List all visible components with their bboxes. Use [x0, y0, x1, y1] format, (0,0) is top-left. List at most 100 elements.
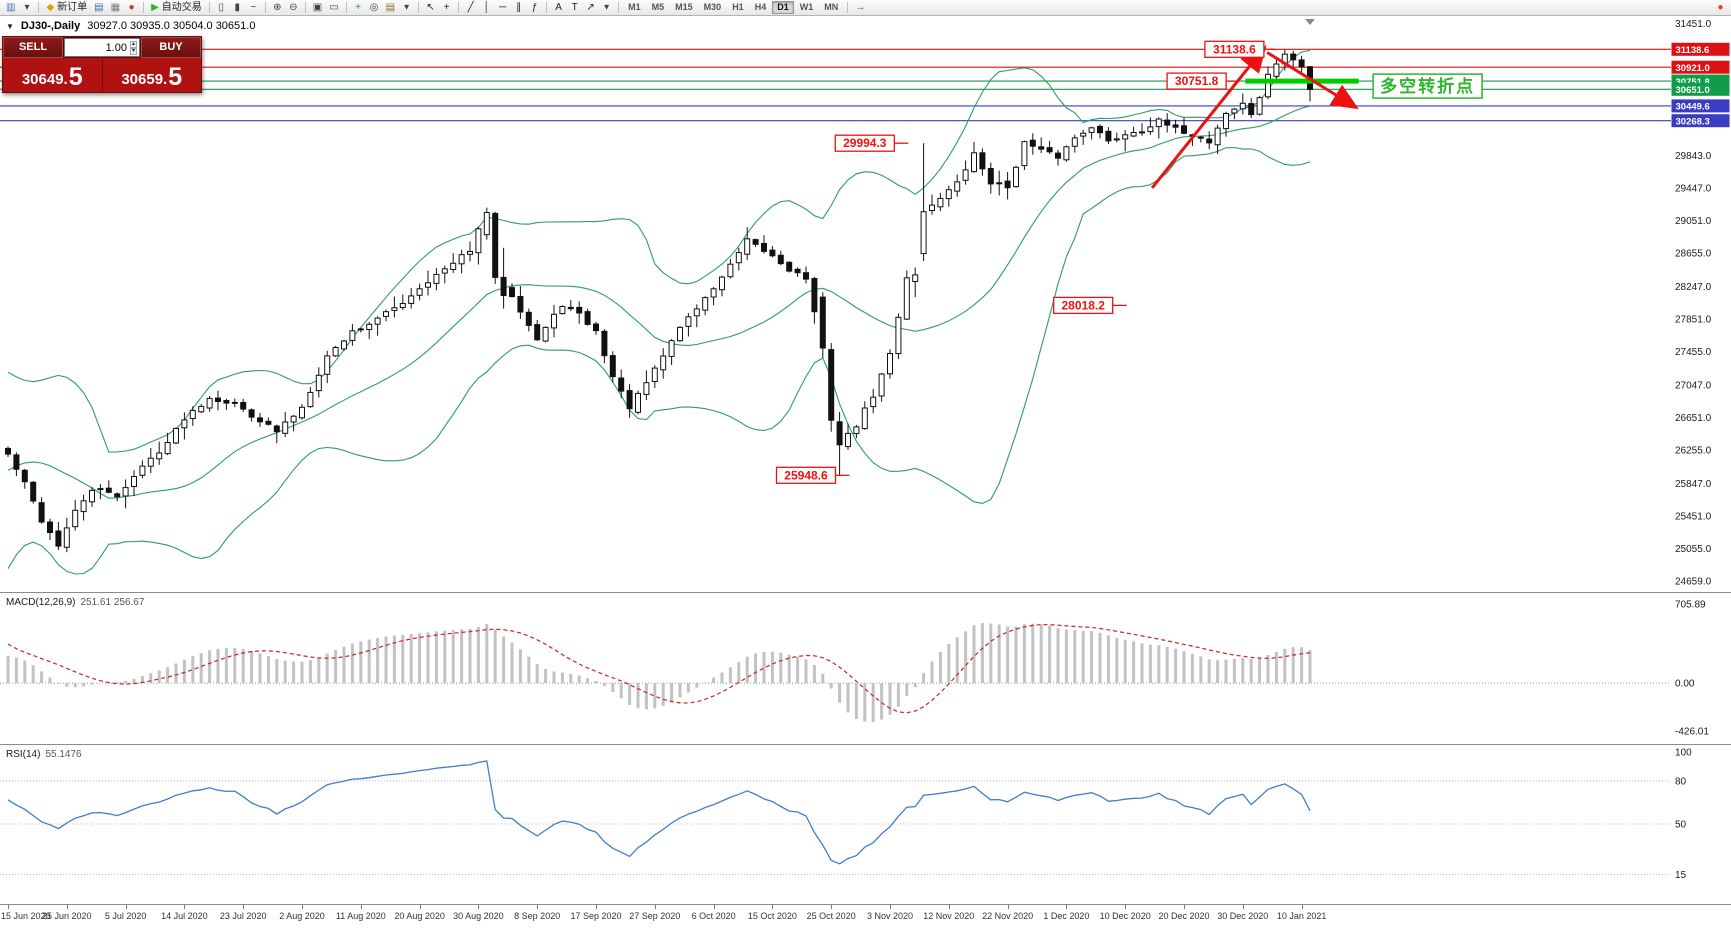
time-tick — [419, 905, 421, 909]
cursor-icon[interactable]: ↖ — [423, 1, 438, 15]
trendline-icon[interactable]: ╱ — [463, 1, 478, 15]
candle — [693, 304, 700, 328]
chart-shift-icon[interactable]: → — [852, 1, 868, 15]
horizontal-line-icon[interactable]: ─ — [495, 1, 510, 15]
templates-icon[interactable]: ▤ — [383, 1, 398, 15]
bar-chart-mode-icon[interactable]: ▯ — [214, 1, 229, 15]
time-label: 6 Oct 2020 — [691, 911, 736, 921]
timeframe-m1-button[interactable]: M1 — [623, 1, 646, 14]
indicators-add-icon[interactable]: + — [351, 1, 366, 15]
price-annotation-box[interactable] — [775, 466, 837, 484]
candlestick-mode-icon[interactable]: ▮ — [230, 1, 245, 15]
one-click-trading-panel: SELL 1.00 ▴ ▾ BUY 30649. 5 30659. 5 — [2, 36, 202, 93]
candle — [727, 259, 734, 279]
candle — [929, 194, 935, 215]
sell-button[interactable]: SELL — [3, 37, 63, 58]
trend-arrow[interactable] — [1266, 51, 1359, 110]
price-annotation-box[interactable] — [1053, 296, 1114, 315]
trend-arrow[interactable] — [1150, 45, 1267, 189]
candle — [458, 249, 465, 274]
arrows-dropdown-icon[interactable]: ▾ — [599, 1, 614, 15]
vertical-line-icon-glyph: │ — [483, 1, 490, 13]
candle — [1290, 50, 1297, 68]
candle — [1155, 117, 1162, 139]
candle — [559, 305, 566, 315]
timeframe-m15-button[interactable]: M15 — [670, 1, 698, 14]
fibonacci-icon[interactable]: ƒ — [527, 1, 542, 15]
note-box[interactable] — [1372, 73, 1483, 99]
time-label: 25 Jun 2020 — [42, 911, 92, 921]
volume-input[interactable]: 1.00 ▴ ▾ — [64, 38, 140, 57]
time-label: 30 Aug 2020 — [453, 911, 504, 921]
toolbar-separator — [264, 2, 266, 13]
candle — [450, 253, 457, 273]
chart-shift-icon-glyph: → — [855, 1, 866, 13]
text-label-icon[interactable]: T — [567, 1, 582, 15]
candle — [895, 313, 902, 360]
arrows-icon[interactable]: ↗ — [583, 1, 598, 15]
price-axis[interactable]: 31451.0 29843.0 29447.0 29051.0 28655.0 28247… — [1671, 19, 1730, 588]
buy-price-display[interactable]: 30659. 5 — [101, 58, 202, 92]
chart-list-dropdown-icon[interactable]: ▾ — [19, 1, 34, 15]
periods-icon[interactable]: ◎ — [367, 1, 382, 15]
volume-increase-icon[interactable]: ▴ — [129, 40, 137, 48]
sell-price-display[interactable]: 30649. 5 — [3, 58, 102, 92]
timeframe-mn-button[interactable]: MN — [819, 1, 843, 14]
chart-annotations[interactable]: 31138.6 30751.8 29994.3 28018.2 25948.6 多空转折点 — [775, 40, 1483, 484]
crosshair-icon[interactable]: + — [439, 1, 454, 15]
toolbar-separator — [38, 2, 40, 13]
price-annotation-box[interactable] — [1166, 72, 1227, 90]
autotrading-button[interactable]: ▶ 自动交易 — [148, 1, 205, 15]
price-tag-label: 30921.0 — [1676, 63, 1710, 74]
candle — [786, 261, 793, 273]
alert-icon[interactable]: ● — [124, 1, 139, 15]
zoom-in-icon-glyph: ⊕ — [273, 1, 282, 13]
price-annotation-box[interactable] — [1204, 40, 1265, 58]
candle — [1080, 129, 1087, 145]
price-annotation-box[interactable] — [834, 134, 895, 152]
chart-shift-marker[interactable] — [1305, 19, 1315, 25]
timeframe-h4-button[interactable]: H4 — [750, 1, 772, 14]
templates-dropdown-icon[interactable]: ▾ — [399, 1, 414, 15]
tile-windows-icon[interactable]: ▣ — [310, 1, 325, 15]
candle — [215, 390, 221, 411]
timeframe-h1-button[interactable]: H1 — [727, 1, 749, 14]
buy-button[interactable]: BUY — [141, 37, 201, 58]
time-label: 3 Nov 2020 — [866, 911, 914, 921]
candle — [114, 492, 121, 502]
channel-icon[interactable]: ∥ — [511, 1, 526, 15]
new-window-icon[interactable]: ▭ — [326, 1, 341, 15]
mql5-community-icon[interactable]: ● — [1713, 1, 1728, 15]
candle — [1046, 141, 1053, 154]
time-tick — [478, 905, 480, 909]
timeframe-w1-button[interactable]: W1 — [795, 1, 819, 14]
candle — [273, 424, 280, 444]
candle — [542, 326, 549, 343]
main-chart-canvas[interactable]: 31138.6 30751.8 29994.3 28018.2 25948.6 多空转折点… — [0, 16, 1731, 592]
macd-panel-canvas[interactable]: 705.89 0.00 -426.01 — [0, 592, 1731, 744]
price-tick-label: 27047.0 — [1675, 381, 1712, 392]
one-click-panel-toggle-icon[interactable]: ▼ — [6, 21, 14, 31]
text-icon[interactable]: A — [551, 1, 566, 15]
horizontal-price-lines[interactable] — [0, 48, 1671, 122]
timeframe-d1-button[interactable]: D1 — [772, 1, 794, 14]
candle — [660, 348, 667, 379]
rsi-panel-canvas[interactable]: 100 80 50 15 — [0, 744, 1731, 904]
zoom-out-icon[interactable]: ⊖ — [286, 1, 301, 15]
candle — [433, 268, 440, 291]
time-axis[interactable]: 15 Jun 2020 25 Jun 2020 5 Jul 2020 14 Jul 2… — [0, 904, 1731, 938]
timeframe-m5-button[interactable]: M5 — [647, 1, 670, 14]
volume-decrease-icon[interactable]: ▾ — [129, 47, 137, 55]
candle — [500, 247, 507, 309]
charts-grid-icon[interactable]: ▥ — [3, 1, 18, 15]
chart-ohlc-values: 30927.0 30935.0 30504.0 30651.0 — [87, 20, 256, 32]
price-tick-label: 28247.0 — [1675, 282, 1712, 293]
timeframe-m30-button[interactable]: M30 — [699, 1, 727, 14]
market-watch-icon[interactable]: ▦ — [108, 1, 123, 15]
candle — [1298, 55, 1305, 73]
zoom-in-icon[interactable]: ⊕ — [270, 1, 285, 15]
vertical-line-icon[interactable]: │ — [479, 1, 494, 15]
chart-window-icon[interactable]: ▤ — [91, 1, 106, 15]
new-order-button[interactable]: ◆ 新订单 — [43, 1, 90, 15]
line-chart-mode-icon[interactable]: ~ — [246, 1, 261, 15]
